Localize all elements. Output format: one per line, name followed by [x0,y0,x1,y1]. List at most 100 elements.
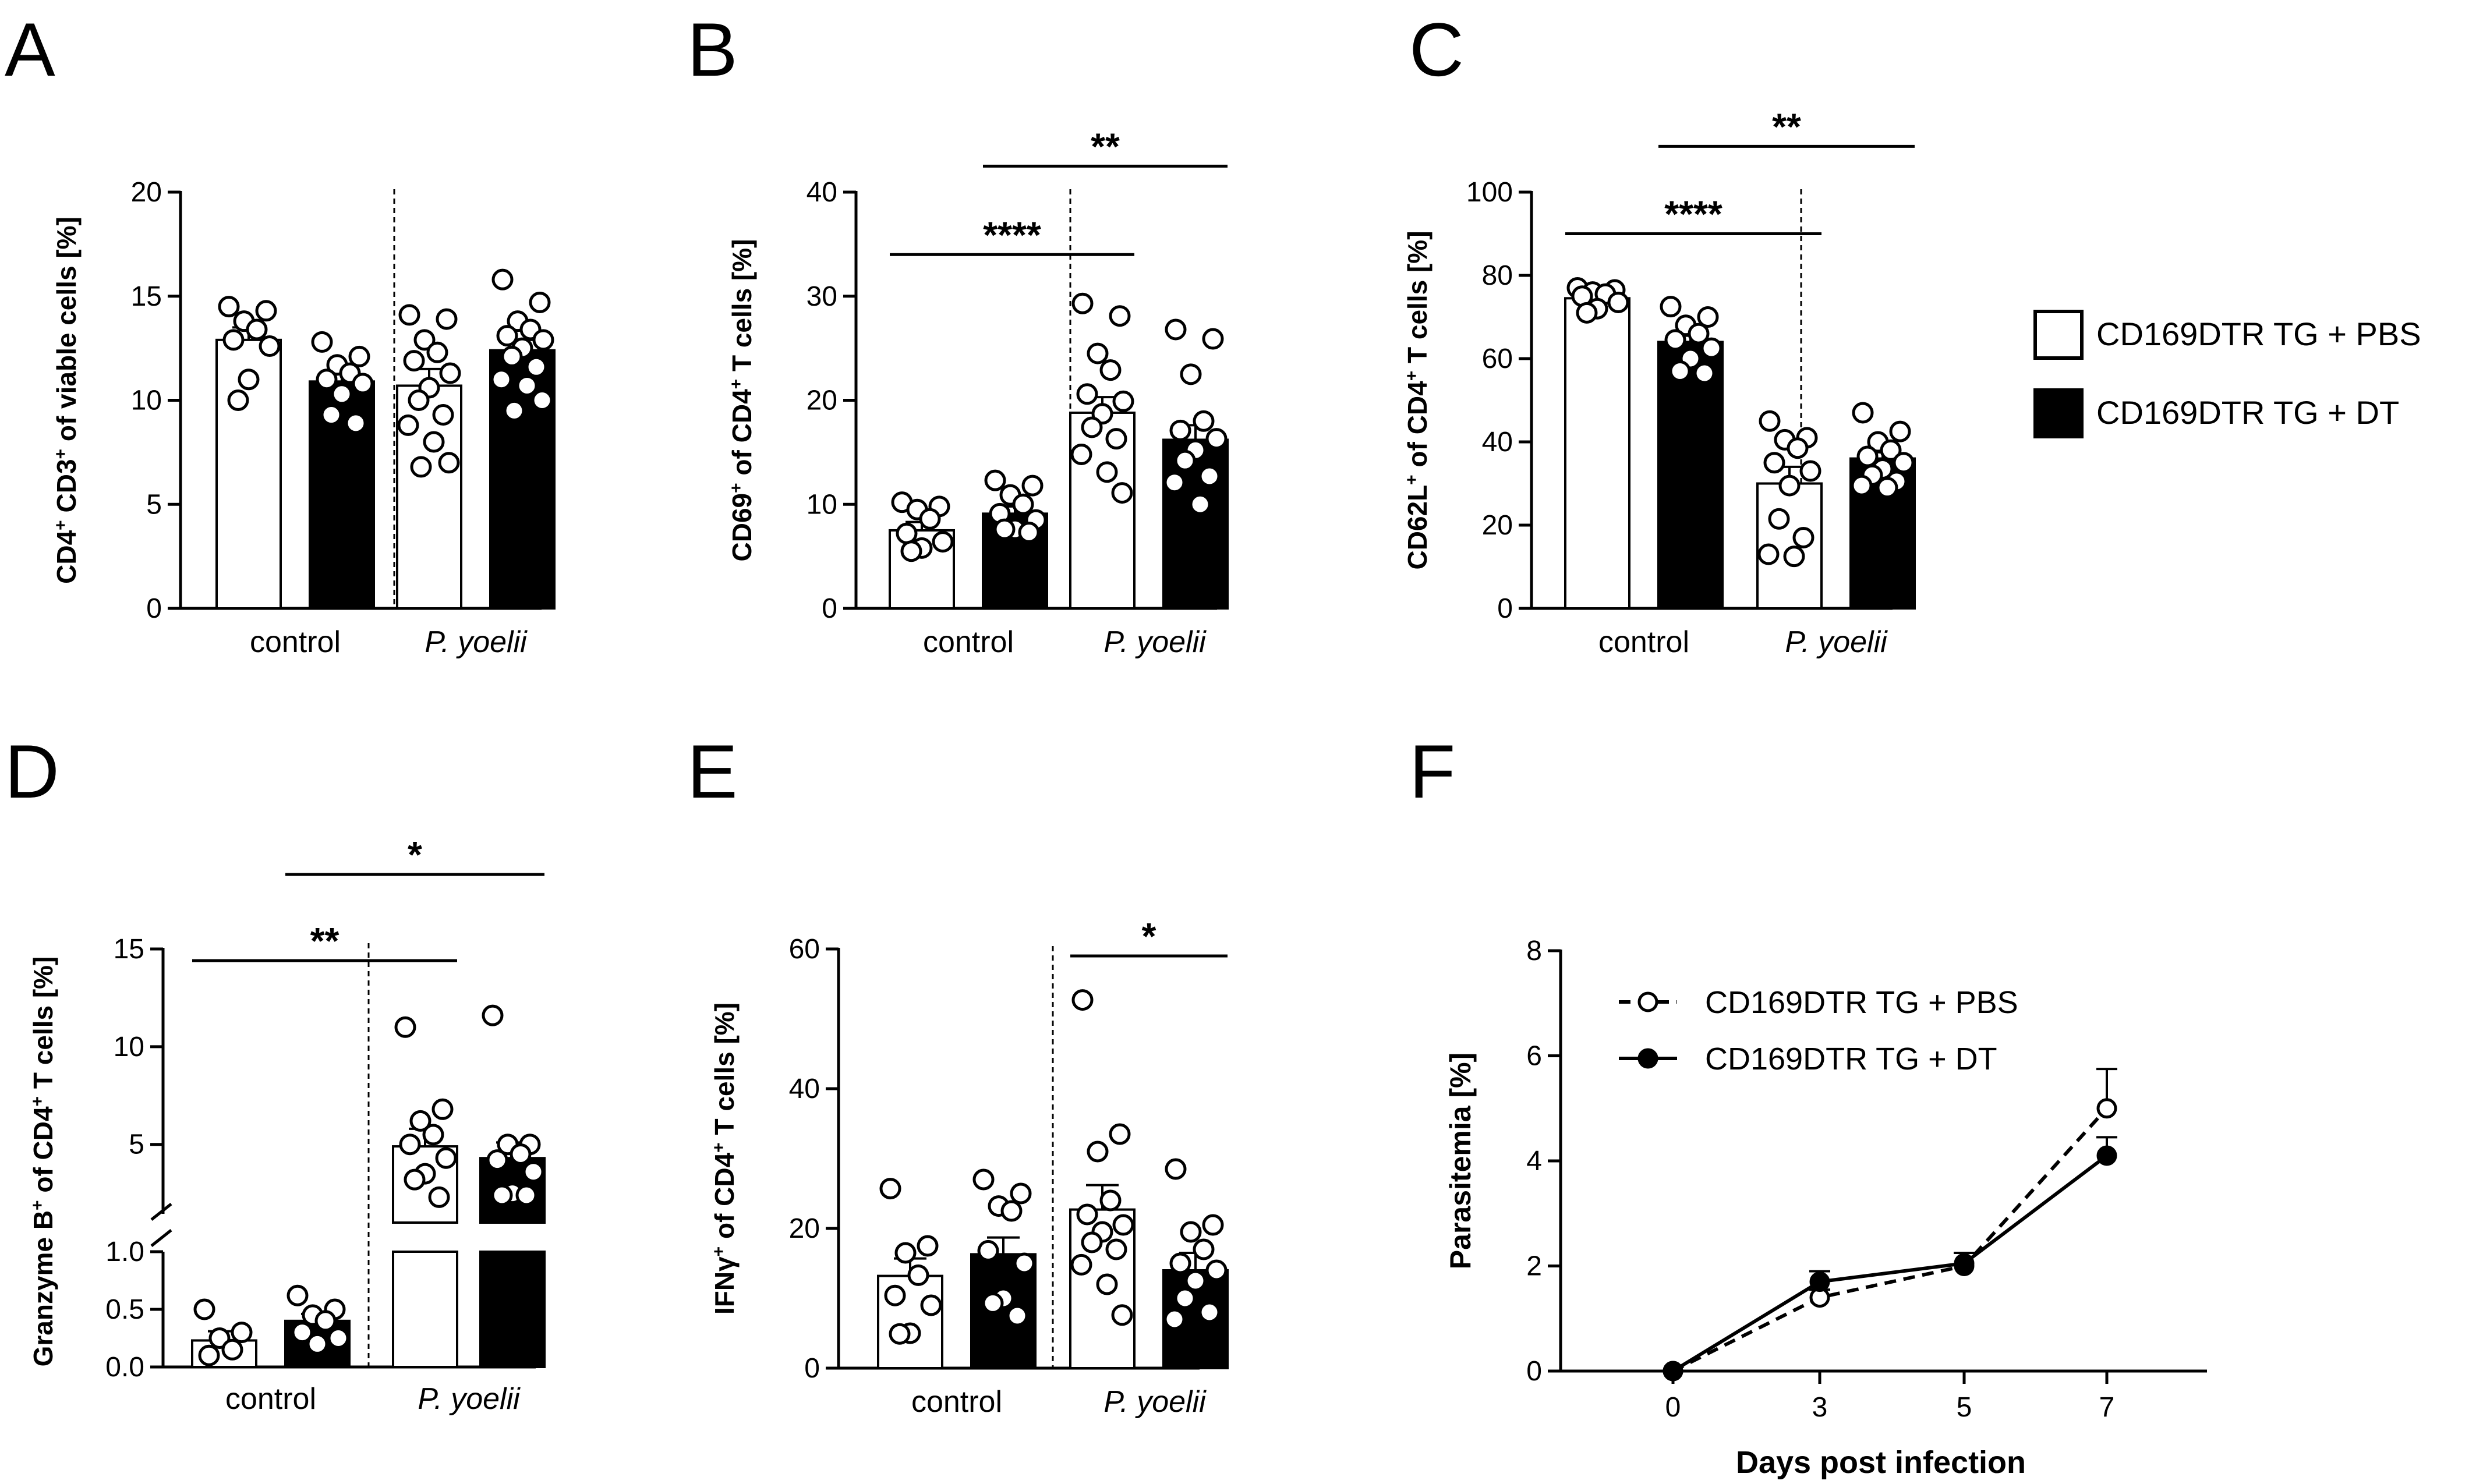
data-point [1180,1221,1202,1243]
data-point [1205,428,1228,450]
data-point [491,1184,513,1206]
y-axis-title: CD69+ of CD4+ T cells [%] [727,239,758,562]
data-point [1660,296,1682,318]
data-point [1189,493,1211,515]
y-axis-title-superscript: + [1402,371,1421,381]
y-tick-label: 15 [131,281,162,312]
significance-label: ** [1772,105,1801,147]
data-point [428,1186,450,1208]
data-point [1607,291,1629,313]
data-point [993,518,1016,540]
data-point [1792,526,1814,548]
panel-F: F 0 2 4 6 8 0 3 5 7 Days post infection Parasitemia… [1409,729,2207,1480]
data-point [426,341,448,363]
data-point [1071,989,1094,1011]
y-tick-label: 60 [1482,343,1513,374]
data-point [399,1134,421,1156]
data-point [1018,522,1040,544]
data-point [1163,1308,1186,1330]
data-point [435,1147,457,1169]
data-point [348,345,370,367]
y-tick-label: 20 [789,1213,820,1244]
data-point [972,1168,995,1191]
data-point [977,1239,999,1262]
series-line [1672,1154,2108,1373]
y-tick-label: 8 [1526,936,1542,966]
data-point [1163,472,1186,494]
legend-swatch [2033,310,2084,360]
data-point [397,414,419,436]
data-point [438,452,460,474]
y-axis-title-superscript: + [28,1200,47,1210]
series-dt [1663,1136,2117,1382]
data-point [1105,428,1127,450]
data-point [984,469,1006,491]
data-point [1174,1287,1196,1309]
y-axis-title-part: T cells [%] [1402,231,1432,370]
y-axis-title-superscript: + [51,449,70,459]
y-tick-label: 40 [807,177,837,208]
panel-letter: D [5,729,59,814]
x-tick-label: 7 [2099,1392,2115,1423]
data-point [1954,1253,1975,1274]
legend: CD169DTR TG + PBS CD169DTR TG + DT [2033,310,2421,438]
data-point [331,383,353,405]
data-point [1763,452,1785,474]
data-point [327,1327,349,1349]
data-point [227,389,249,411]
data-point [1169,1252,1191,1274]
data-point [1787,437,1809,459]
data-point [352,373,374,395]
data-point [255,300,277,322]
data-point [1783,546,1805,568]
y-axis-title-part: CD4 [51,530,82,583]
legend-label: CD169DTR TG + DT [2096,394,2399,431]
bar-lower-segment [392,1251,458,1368]
data-point [516,374,538,396]
y-axis-title-text: CD4+ CD3+ of viable cells [%] [51,217,82,584]
data-point [1663,1361,1683,1382]
y-axis-title-part: T cells [%] [727,239,757,379]
y-axis-title-part: T cells [%] [709,1003,740,1142]
data-point [410,456,432,478]
data-point [1893,452,1915,474]
panel-letter: B [687,7,738,92]
data-point [1081,1231,1103,1253]
data-point [896,522,918,544]
data-point [907,1264,929,1286]
significance-label: ** [310,920,339,962]
y-tick-label: 0 [1497,593,1513,624]
data-point [398,304,420,326]
significance-label: **** [1664,193,1722,235]
bar [877,1274,943,1370]
data-point [198,1344,220,1366]
y-tick-label: 40 [1482,427,1513,458]
data-point [311,331,333,353]
x-group-label: control [250,625,341,659]
data-point [1202,1214,1224,1236]
data-point [894,1242,917,1264]
data-point [1576,302,1598,324]
data-point [1165,1158,1187,1180]
legend-label: CD169DTR TG + PBS [2096,316,2421,352]
y-axis-title: Parasitemia [%] [1444,1053,1477,1269]
data-point [1697,306,1719,328]
data-point [1070,1253,1092,1276]
x-tick-label: 5 [1957,1392,1972,1423]
x-group-label: control [225,1382,316,1416]
data-point [286,1284,309,1306]
y-tick-label: 80 [1482,260,1513,291]
bar [1657,341,1724,610]
x-group-label: P. yoelii [1103,625,1207,659]
significance-label: ** [1091,125,1120,167]
data-point [490,369,512,391]
legend-label: CD169DTR TG + DT [1705,1042,1997,1076]
data-point [1111,482,1133,504]
data-point [486,1149,508,1171]
data-point [1198,1301,1221,1323]
significance-label: **** [983,214,1041,256]
